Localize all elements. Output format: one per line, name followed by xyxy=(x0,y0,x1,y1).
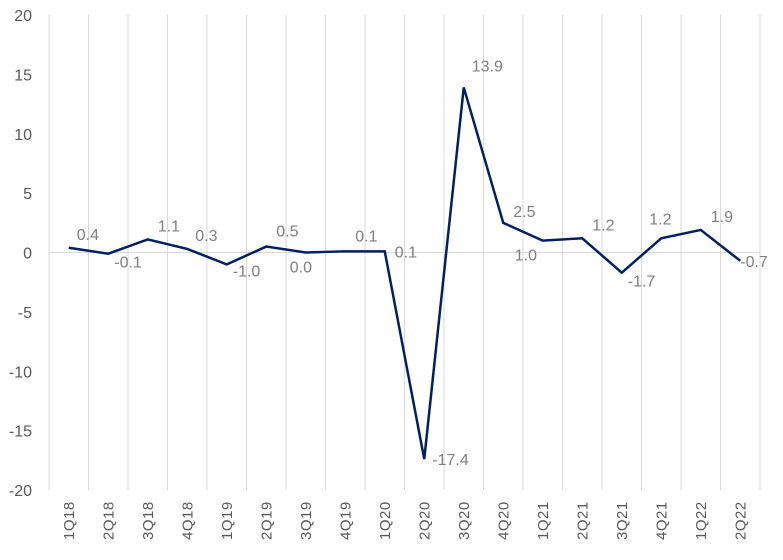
x-tick-label: 1Q20 xyxy=(377,501,394,540)
data-label: 1.2 xyxy=(592,217,614,234)
y-tick-label: 15 xyxy=(14,67,32,84)
data-label: 1.0 xyxy=(515,248,537,265)
x-axis: 1Q18 2Q18 3Q18 4Q18 1Q19 2Q19 3Q19 4Q19 1Q20 2Q20… xyxy=(61,501,750,540)
y-tick-label: -20 xyxy=(9,483,32,500)
x-tick-label: 1Q21 xyxy=(535,501,552,540)
data-label: -1.7 xyxy=(628,274,656,291)
x-tick-label: 3Q19 xyxy=(298,501,315,540)
x-tick-label: 1Q19 xyxy=(219,501,236,540)
x-tick-label: 1Q22 xyxy=(693,501,710,540)
data-label: 0.5 xyxy=(276,224,298,241)
x-tick-label: 2Q21 xyxy=(574,501,591,540)
data-label: 1.9 xyxy=(711,209,733,226)
y-tick-label: 0 xyxy=(23,246,32,263)
x-tick-label: 2Q20 xyxy=(416,501,433,540)
x-tick-label: 2Q22 xyxy=(732,501,749,540)
data-label: -1.0 xyxy=(233,263,261,280)
x-tick-label: 2Q19 xyxy=(258,501,275,540)
data-label: 0.1 xyxy=(355,228,377,245)
y-tick-label: 10 xyxy=(14,127,32,144)
data-label: 2.5 xyxy=(513,204,535,221)
y-tick-label: -15 xyxy=(9,424,32,441)
data-label: 1.1 xyxy=(158,218,180,235)
data-label: 0.3 xyxy=(195,228,217,245)
gridlines xyxy=(48,15,761,490)
data-label: -17.4 xyxy=(432,452,469,469)
data-labels: 0.4 -0.1 1.1 0.3 -1.0 0.5 0.0 0.1 0.1 -17.4 13.9 2.… xyxy=(77,58,768,469)
x-tick-label: 3Q18 xyxy=(140,501,157,540)
data-label: 0.0 xyxy=(290,260,312,277)
data-label: 13.9 xyxy=(472,58,503,75)
data-label: 1.2 xyxy=(649,211,671,228)
series-line xyxy=(68,87,742,460)
x-tick-label: 1Q18 xyxy=(61,501,78,540)
x-tick-label: 4Q21 xyxy=(653,501,670,540)
y-tick-label: 20 xyxy=(14,8,32,25)
y-tick-label: -5 xyxy=(18,305,32,322)
x-tick-label: 2Q18 xyxy=(100,501,117,540)
data-label: 0.1 xyxy=(395,244,417,261)
x-tick-label: 3Q20 xyxy=(456,501,473,540)
data-series xyxy=(68,87,742,460)
x-tick-label: 4Q20 xyxy=(495,501,512,540)
y-tick-label: -10 xyxy=(9,364,32,381)
y-axis: 20 15 10 5 0 -5 -10 -15 -20 xyxy=(9,8,32,500)
x-tick-label: 3Q21 xyxy=(614,501,631,540)
data-label: 0.4 xyxy=(77,227,99,244)
y-tick-label: 5 xyxy=(23,186,32,203)
x-tick-label: 4Q19 xyxy=(337,501,354,540)
data-label: -0.1 xyxy=(114,255,142,272)
x-tick-label: 4Q18 xyxy=(179,501,196,540)
data-label: -0.7 xyxy=(740,254,768,271)
